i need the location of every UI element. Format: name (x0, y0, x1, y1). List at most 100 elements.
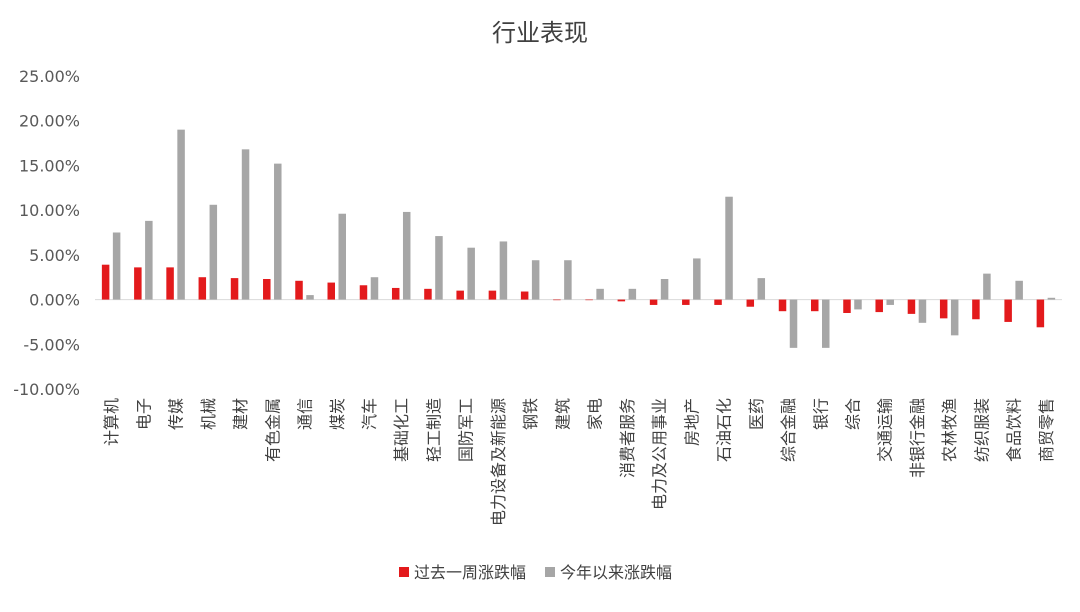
x-tick-label: 电子 (134, 398, 153, 430)
x-tick-label: 纺织服装 (972, 398, 991, 462)
bar-weekly-change (875, 299, 883, 313)
x-tick-label: 综合 (843, 398, 862, 430)
bar-ytd-change (274, 163, 282, 300)
bar-weekly-change (617, 299, 626, 302)
bar-ytd-change (209, 204, 218, 300)
y-tick-label: 10.00% (19, 201, 80, 220)
x-tick-label: 钢铁 (521, 398, 540, 430)
x-tick-label: 基础化工 (392, 398, 411, 462)
bar-ytd-change (499, 241, 508, 300)
y-tick-label: -10.00% (13, 380, 80, 399)
x-axis: 计算机 电子 传媒 机械 建材 有色金属 通信 煤炭 汽车 基础化工 轻工制造 国防军工 电力设备及新能… (102, 398, 1056, 526)
x-tick-label: 轻工制造 (424, 398, 443, 462)
x-tick-label: 国防军工 (457, 398, 476, 462)
x-tick-label: 有色金属 (263, 398, 282, 462)
bar-weekly-change (811, 299, 819, 312)
bar-ytd-change (822, 299, 830, 348)
y-tick-label: 15.00% (19, 156, 80, 175)
bar-ytd-change (950, 299, 959, 336)
bar-ytd-change (338, 213, 346, 300)
y-tick-label: 5.00% (29, 246, 80, 265)
bar-ytd-change (918, 299, 927, 323)
bar-ytd-change (145, 220, 153, 300)
y-axis: 25.00% 20.00% 15.00% 10.00% 5.00% 0.00% -5.00%… (13, 67, 80, 399)
x-tick-label: 汽车 (360, 398, 379, 430)
bar-ytd-change (402, 211, 411, 300)
y-tick-label: 25.00% (19, 67, 80, 86)
bar-weekly-change (391, 287, 400, 300)
x-tick-label: 银行 (811, 398, 830, 430)
bar-ytd-change (596, 288, 604, 300)
legend-label-weekly: 过去一周涨跌幅 (414, 563, 526, 582)
legend-swatch-ytd (545, 567, 555, 577)
bar-ytd-change (306, 295, 314, 300)
legend-label-ytd: 今年以来涨跌幅 (560, 563, 672, 582)
bar-weekly-change (456, 290, 464, 300)
bar-weekly-change (134, 267, 142, 300)
bar-weekly-change (198, 277, 207, 300)
bar-weekly-change (843, 299, 851, 313)
x-tick-label: 建筑 (553, 398, 572, 430)
bar-weekly-change (520, 291, 529, 300)
bar-weekly-change (553, 299, 561, 301)
bar-weekly-change (972, 299, 980, 320)
bar-weekly-change (488, 290, 497, 300)
bar-ytd-change (693, 258, 701, 300)
bar-ytd-change (628, 288, 637, 300)
y-tick-label: -5.00% (23, 335, 80, 354)
x-tick-label: 建材 (231, 398, 250, 430)
bar-ytd-change (725, 196, 733, 300)
y-tick-label: 0.00% (29, 291, 80, 310)
x-tick-label: 电力设备及新能源 (489, 398, 508, 526)
bar-weekly-change (714, 299, 722, 305)
bar-ytd-change (564, 260, 572, 300)
x-tick-label: 非银行金融 (908, 398, 927, 478)
plot-area (95, 129, 1062, 348)
bar-weekly-change (359, 285, 368, 300)
y-tick-label: 20.00% (19, 112, 80, 131)
x-tick-label: 综合金融 (779, 398, 798, 462)
x-tick-label: 消费者服务 (618, 398, 637, 478)
x-tick-label: 机械 (199, 398, 218, 430)
bar-ytd-change (757, 278, 766, 300)
bar-ytd-change (854, 299, 862, 310)
bar-ytd-change (435, 236, 443, 300)
x-tick-label: 交通运输 (876, 398, 895, 462)
bar-ytd-change (660, 279, 669, 300)
x-tick-label: 家电 (586, 398, 605, 430)
x-tick-label: 煤炭 (328, 398, 347, 430)
bar-weekly-change (295, 280, 303, 300)
bar-weekly-change (327, 282, 335, 300)
bar-weekly-change (424, 288, 432, 300)
bar-weekly-change (230, 278, 239, 300)
bar-ytd-change (177, 129, 185, 300)
x-tick-label: 计算机 (102, 398, 121, 446)
bar-weekly-change (166, 267, 174, 300)
bar-weekly-change (101, 264, 110, 300)
x-tick-label: 商贸零售 (1037, 398, 1056, 462)
bar-ytd-change (531, 260, 540, 300)
bar-ytd-change (112, 232, 121, 300)
legend: 过去一周涨跌幅 今年以来涨跌幅 (399, 563, 672, 582)
x-tick-label: 电力及公用事业 (650, 398, 669, 510)
x-tick-label: 农林牧渔 (940, 398, 959, 462)
x-tick-label: 通信 (296, 398, 315, 430)
bar-weekly-change (907, 299, 916, 314)
bar-weekly-change (1036, 299, 1045, 328)
bar-weekly-change (1004, 299, 1012, 322)
x-tick-label: 传媒 (167, 398, 186, 430)
chart-title: 行业表现 (492, 19, 588, 47)
x-tick-label: 医药 (747, 398, 766, 430)
bar-ytd-change (1015, 280, 1023, 300)
bar-weekly-change (778, 299, 787, 312)
x-tick-label: 石油石化 (715, 398, 734, 462)
bar-ytd-change (886, 299, 894, 305)
bar-ytd-change (241, 149, 250, 300)
legend-swatch-weekly (399, 567, 409, 577)
bar-weekly-change (682, 299, 690, 305)
x-tick-label: 房地产 (682, 398, 701, 446)
bar-weekly-change (585, 299, 593, 301)
bar-ytd-change (467, 247, 475, 300)
